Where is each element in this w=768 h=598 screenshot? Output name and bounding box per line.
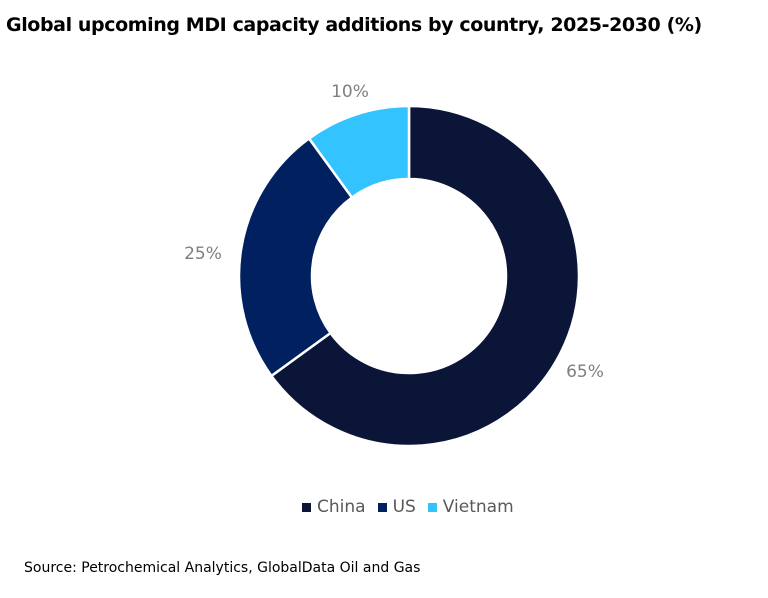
- chart-title: Global upcoming MDI capacity additions b…: [6, 14, 702, 36]
- legend-item-china: China: [302, 497, 366, 517]
- legend: China US Vietnam: [302, 497, 514, 517]
- legend-label: Vietnam: [442, 497, 514, 517]
- legend-label: China: [317, 497, 366, 517]
- legend-item-vietnam: Vietnam: [427, 497, 514, 517]
- data-label-us: 25%: [184, 244, 222, 264]
- slice-china: [269, 104, 581, 448]
- legend-swatch: [377, 502, 387, 512]
- legend-item-us: US: [377, 497, 416, 517]
- data-label-vietnam: 10%: [331, 82, 369, 102]
- slice-vietnam: [307, 104, 411, 200]
- legend-swatch: [427, 502, 437, 512]
- data-label-china: 65%: [566, 362, 604, 382]
- legend-swatch: [302, 502, 311, 512]
- source-note: Source: Petrochemical Analytics, GlobalD…: [24, 560, 421, 576]
- legend-label: US: [392, 497, 416, 517]
- slice-us: [237, 136, 354, 378]
